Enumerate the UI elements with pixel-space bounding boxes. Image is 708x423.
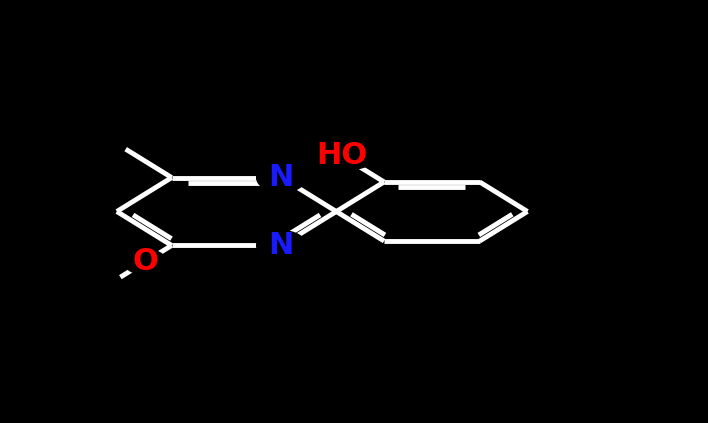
Ellipse shape (256, 163, 307, 192)
Text: O: O (132, 247, 158, 276)
Text: HO: HO (316, 141, 367, 170)
Ellipse shape (256, 231, 307, 260)
Ellipse shape (124, 249, 166, 275)
Text: N: N (269, 163, 294, 192)
Ellipse shape (307, 141, 377, 170)
Text: N: N (269, 231, 294, 260)
